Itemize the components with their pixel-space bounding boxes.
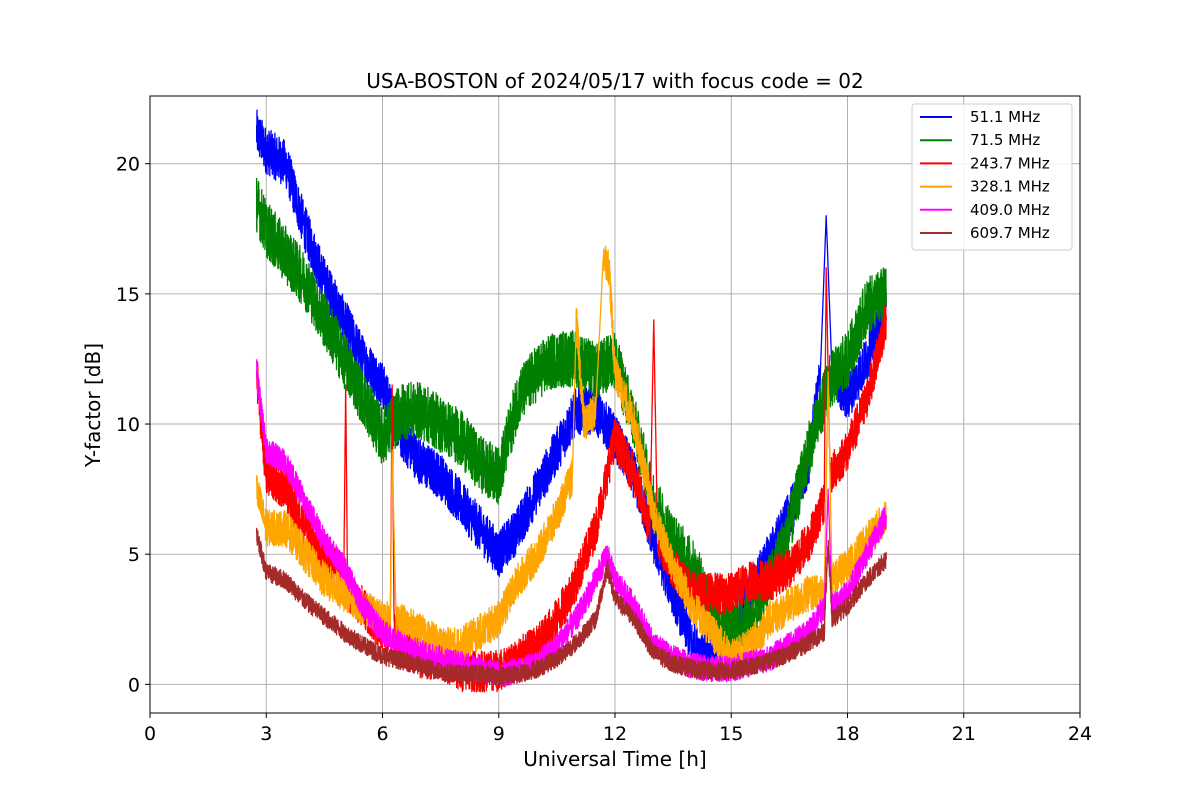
series-layer bbox=[255, 109, 887, 693]
y-tick-label: 5 bbox=[128, 544, 140, 566]
series-line-1 bbox=[255, 177, 887, 660]
x-axis: 0 3 6 9 12 15 18 21 24 bbox=[144, 713, 1092, 745]
legend-label: 243.7 MHz bbox=[970, 154, 1050, 172]
legend-label: 409.0 MHz bbox=[970, 201, 1050, 219]
y-axis: 0 5 10 15 20 bbox=[116, 154, 150, 696]
x-tick-label: 3 bbox=[260, 723, 272, 745]
y-tick-label: 15 bbox=[116, 284, 140, 306]
legend-label: 51.1 MHz bbox=[970, 108, 1040, 126]
y-tick-label: 0 bbox=[128, 674, 140, 696]
x-tick-label: 18 bbox=[835, 723, 859, 745]
legend-label: 328.1 MHz bbox=[970, 178, 1050, 196]
x-tick-label: 9 bbox=[493, 723, 505, 745]
legend-label: 609.7 MHz bbox=[970, 224, 1050, 242]
y-axis-label: Y-factor [dB] bbox=[81, 343, 105, 468]
legend: 51.1 MHz 71.5 MHz 243.7 MHz 328.1 MHz 409.0… bbox=[911, 103, 1073, 251]
x-tick-label: 24 bbox=[1068, 723, 1092, 745]
x-axis-label: Universal Time [h] bbox=[523, 747, 706, 771]
x-tick-label: 21 bbox=[952, 723, 976, 745]
x-tick-label: 6 bbox=[376, 723, 388, 745]
x-tick-label: 15 bbox=[719, 723, 743, 745]
x-tick-label: 0 bbox=[144, 723, 156, 745]
y-tick-label: 20 bbox=[116, 154, 140, 176]
y-tick-label: 10 bbox=[116, 414, 140, 436]
x-tick-label: 12 bbox=[603, 723, 627, 745]
chart-title: USA-BOSTON of 2024/05/17 with focus code… bbox=[366, 69, 863, 93]
legend-label: 71.5 MHz bbox=[970, 131, 1040, 149]
series-line-5 bbox=[255, 527, 887, 686]
